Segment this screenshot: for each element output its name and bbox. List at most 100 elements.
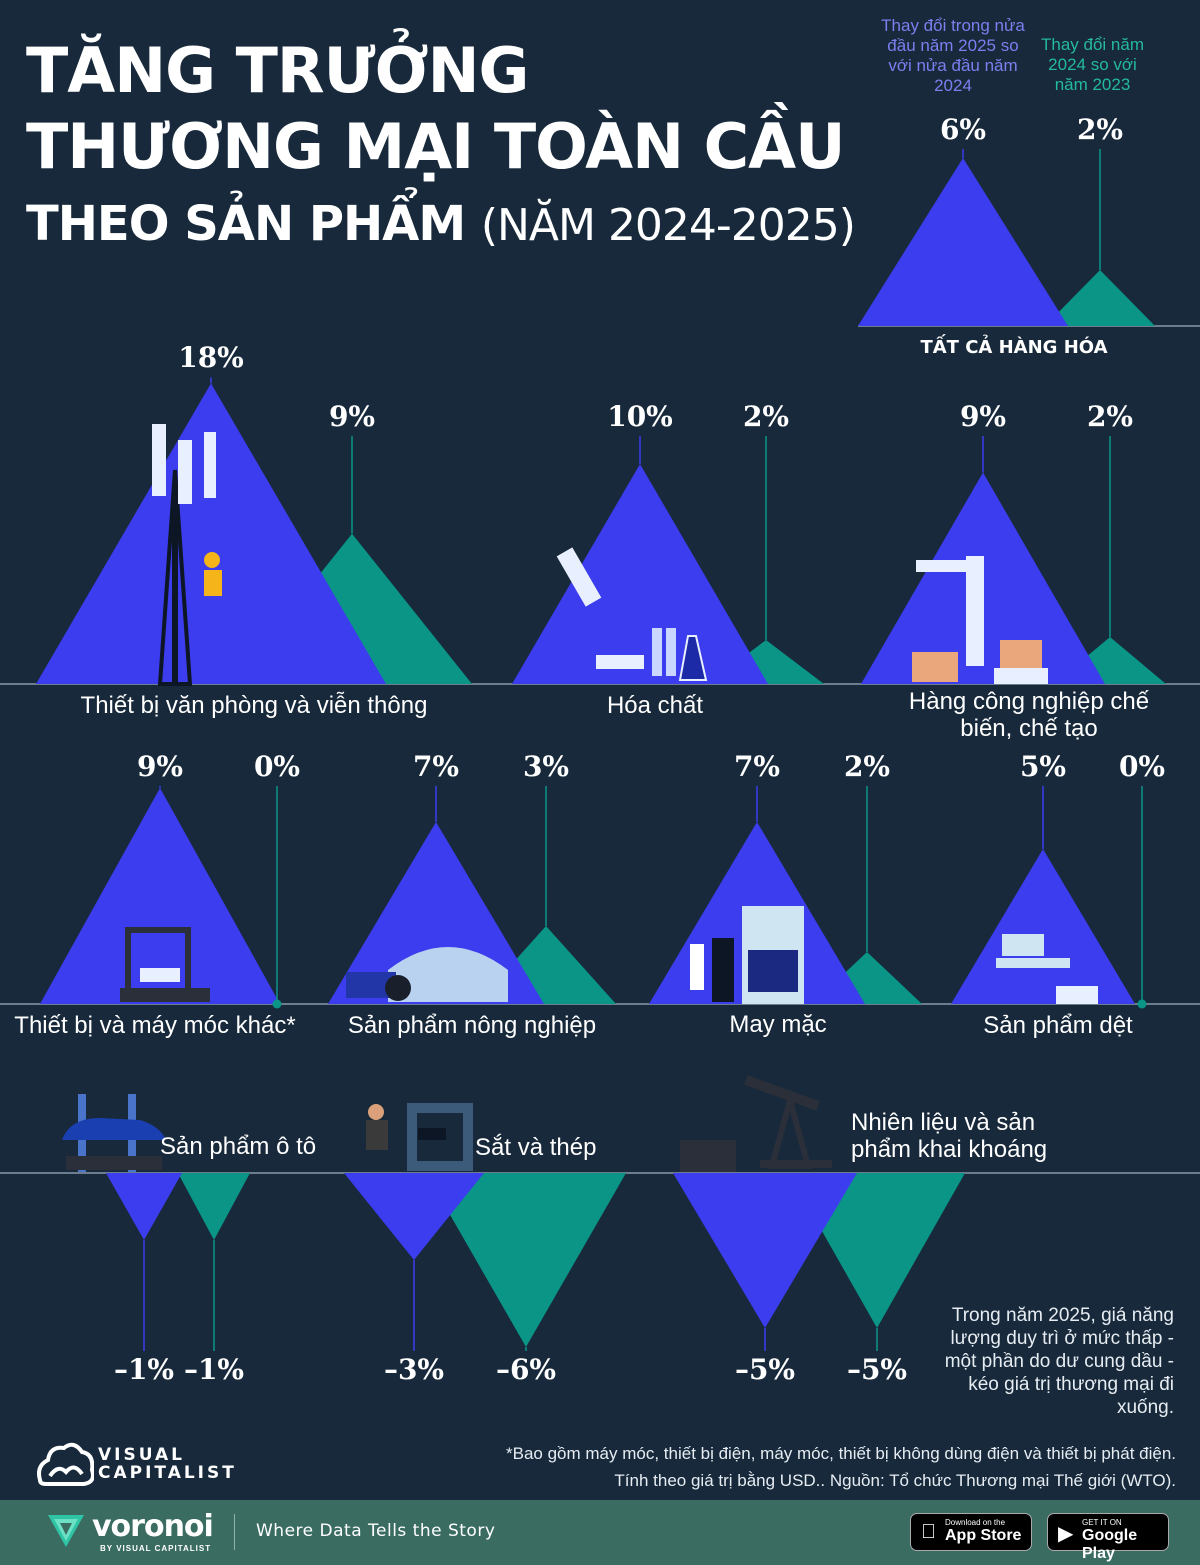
category-label-thiet-bi-van-phong-va-vien-thong: Thiết bị văn phòng và viễn thông [80, 692, 428, 719]
anvil-icon [418, 1128, 446, 1140]
voronoi-logo-icon[interactable] [46, 1511, 86, 1551]
greenhouse-icon [388, 947, 508, 1002]
microscope-base-icon [596, 655, 644, 669]
value-label-2024-tat-ca-hang-hoa: 2% [1076, 113, 1124, 146]
source-note: Tính theo giá trị bằng USD.. Nguồn: Tổ c… [614, 1471, 1176, 1490]
value-label-h1-2025-san-pham-nong-nghiep: 7% [412, 750, 460, 783]
value-label-2024-thiet-bi-va-may-moc-khac: 0% [253, 750, 301, 783]
suit-icon [712, 938, 734, 1002]
robot-arm-icon [966, 556, 984, 666]
oil-barrels-icon [680, 1140, 736, 1172]
value-label-h1-2025-sat-va-thep: –3% [383, 1353, 445, 1386]
bar-2024-sat-va-thep [426, 1173, 626, 1347]
chart-canvas [0, 149, 1200, 1351]
tires-icon [66, 1156, 162, 1170]
legend-2024: Thay đổi năm 2024 so với năm 2023 [1041, 35, 1144, 94]
antenna-icon-2 [178, 440, 192, 504]
value-label-2024-san-pham-det: 0% [1118, 750, 1166, 783]
value-label-2024-sat-va-thep: –6% [495, 1353, 557, 1386]
worker-icon [204, 552, 220, 568]
telecom-tower-icon [172, 500, 178, 684]
apple-icon:  [921, 1521, 936, 1544]
microscope-icon [556, 547, 602, 607]
title-line-2: THƯƠNG MẠI TOÀN CẦU [26, 110, 845, 183]
googleplay-small-label: GET IT ON [1082, 1518, 1122, 1527]
oil-pump-base-icon [760, 1160, 832, 1168]
title-line-1: TĂNG TRƯỞNG [26, 34, 529, 107]
value-label-2024-san-pham-o-to: –1% [183, 1353, 245, 1386]
box-icon-2 [1000, 640, 1042, 668]
fabric-box-icon [1056, 986, 1098, 1004]
bar-h1-2025-hoa-chat [512, 464, 768, 684]
voronoi-byline: BY VISUAL CAPITALIST [100, 1544, 212, 1553]
worker-body-icon [204, 570, 222, 596]
value-label-2024-hoa-chat: 2% [742, 400, 790, 433]
robot-arm-segment-icon [916, 560, 976, 572]
box-icon [912, 652, 958, 682]
value-label-h1-2025-nhien-lieu-va-san-pham-khai-khoang: –5% [734, 1353, 796, 1386]
tower-frame-icon [157, 469, 193, 686]
antenna-icon-3 [204, 432, 216, 498]
bar-2024-tat-ca-hang-hoa [1045, 270, 1155, 326]
vc-name-line-1: VISUAL [98, 1445, 185, 1465]
visual-capitalist-logo[interactable]: VISUAL CAPITALIST [34, 1440, 244, 1490]
tagline: Where Data Tells the Story [256, 1521, 496, 1541]
footer-divider [234, 1514, 235, 1550]
bar-h1-2025-thiet-bi-van-phong-va-vien-thong [36, 383, 386, 684]
value-label-2024-hang-cong-nghiep-che-bien-che-tao: 2% [1086, 400, 1134, 433]
category-label-thiet-bi-va-may-moc-khac: Thiết bị và máy móc khác* [14, 1012, 296, 1039]
value-label-h1-2025-may-mac: 7% [733, 750, 781, 783]
sewing-table-icon [996, 958, 1070, 968]
flask-icon [678, 635, 708, 681]
vc-name-line-2: CAPITALIST [98, 1463, 237, 1483]
bar-h1-2025-tat-ca-hang-hoa [858, 158, 1068, 326]
google-play-button[interactable]: ▶ GET IT ON Google Play [1047, 1513, 1169, 1562]
steel-pipe-icon [407, 1103, 473, 1171]
bar-h1-2025-nhien-lieu-va-san-pham-khai-khoang [673, 1173, 857, 1328]
test-tube-icon-2 [666, 628, 676, 676]
app-store-button[interactable]:  Download on the App Store [910, 1513, 1032, 1551]
printer-base-icon [120, 988, 210, 1002]
value-label-2024-thiet-bi-van-phong-va-vien-thong: 9% [328, 400, 376, 433]
value-label-h1-2025-san-pham-det: 5% [1019, 750, 1067, 783]
value-label-h1-2025-hoa-chat: 10% [607, 400, 673, 433]
category-label-san-pham-nong-nghiep: Sản phẩm nông nghiệp [347, 1012, 597, 1039]
oil-pump-icon [744, 1075, 820, 1111]
title-subject: THEO SẢN PHẨM [26, 196, 466, 252]
appstore-big-label: App Store [945, 1527, 1022, 1544]
value-label-h1-2025-thiet-bi-va-may-moc-khac: 9% [136, 750, 184, 783]
bar-h1-2025-san-pham-det [951, 849, 1135, 1004]
googleplay-big-label: Google Play [1082, 1527, 1138, 1562]
zero-dot-thiet-bi-va-may-moc-khac [272, 999, 282, 1009]
bar-h1-2025-thiet-bi-va-may-moc-khac [40, 788, 280, 1004]
category-label-hang-cong-nghiep-che-bien-che-tao: Hàng công nghiệp chế biến, chế tạo [908, 688, 1150, 742]
value-label-h1-2025-hang-cong-nghiep-che-bien-che-tao: 9% [959, 400, 1007, 433]
value-label-2024-san-pham-nong-nghiep: 3% [522, 750, 570, 783]
box-stack-icon [994, 668, 1048, 684]
category-label-nhien-lieu-va-san-pham-khai-khoang: Nhiên liệu và sản phẩm khai khoáng [851, 1109, 1048, 1163]
dress-icon [690, 944, 704, 990]
vc-cloud-icon [37, 1442, 95, 1486]
category-label-sat-va-thep: Sắt và thép [475, 1134, 597, 1161]
oil-pump-frame-icon [768, 1088, 812, 1169]
legend-h1-2025: Thay đổi trong nửa đầu năm 2025 so với n… [881, 16, 1025, 95]
appstore-small-label: Download on the [945, 1518, 1006, 1527]
category-label-san-pham-det: Sản phẩm dệt [983, 1012, 1133, 1039]
bar-2024-san-pham-o-to [178, 1173, 250, 1240]
category-label-all-goods: TẤT CẢ HÀNG HÓA [920, 337, 1108, 358]
print-object-icon [140, 968, 180, 982]
tractor-wheel-icon [385, 975, 411, 1001]
value-label-2024-may-mac: 2% [843, 750, 891, 783]
zero-dot-san-pham-det [1137, 999, 1147, 1009]
voronoi-wordmark[interactable]: voronoi [92, 1509, 214, 1544]
value-label-h1-2025-thiet-bi-van-phong-va-vien-thong: 18% [178, 341, 244, 375]
value-label-h1-2025-san-pham-o-to: –1% [113, 1353, 175, 1386]
bar-h1-2025-san-pham-o-to [106, 1173, 182, 1240]
car-icon [62, 1118, 166, 1140]
title-line-3: THEO SẢN PHẨM (NĂM 2024-2025) [26, 196, 856, 252]
category-label-may-mac: May mặc [729, 1011, 827, 1038]
energy-note: Trong năm 2025, giá năng lượng duy trì ở… [944, 1305, 1174, 1418]
steel-worker-body-icon [366, 1120, 388, 1150]
title-years: (NĂM 2024-2025) [480, 200, 856, 251]
hanging-clothes-icon [748, 950, 798, 992]
